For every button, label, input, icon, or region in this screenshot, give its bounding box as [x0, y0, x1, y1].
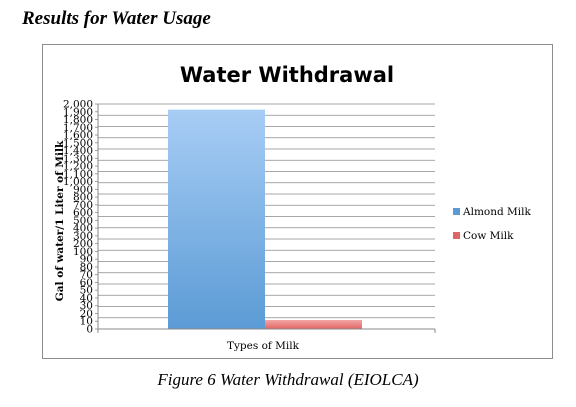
gridlines [98, 103, 435, 319]
y-tick-label: 400 [73, 223, 93, 235]
y-tick-label: 50 [80, 285, 93, 297]
y-tick-label: 1,700 [63, 122, 93, 134]
figure-caption: Figure 6 Water Withdrawal (EIOLCA) [157, 370, 419, 389]
y-tick-label: 1,900 [63, 106, 93, 118]
bar-cow-milk [265, 320, 362, 329]
y-tick-label: 1,000 [63, 176, 93, 188]
x-axis-label: Types of Milk [227, 340, 300, 352]
y-tick-label: 300 [73, 230, 93, 242]
bar-almond-milk [168, 109, 265, 329]
legend-swatch [453, 232, 460, 239]
y-tick-label: 500 [73, 215, 93, 227]
y-tick-label: 600 [73, 207, 93, 219]
y-tick-label: 1,500 [63, 137, 93, 149]
y-tick-label: 1,800 [63, 114, 93, 126]
y-tick-label: 100 [73, 246, 93, 258]
axes [97, 104, 436, 333]
section-heading: Results for Water Usage [22, 8, 211, 29]
legend-label: Almond Milk [462, 206, 532, 218]
bars [168, 109, 362, 329]
y-tick-label: 700 [73, 199, 93, 211]
y-axis-label: Gal of water/1 Liter of Milk [54, 140, 66, 301]
y-tick-label: 90 [80, 254, 93, 266]
y-tick-label: 0 [86, 324, 93, 336]
y-tick-label: 60 [80, 277, 93, 289]
chart-title: Water Withdrawal [180, 63, 394, 87]
y-tick-label: 40 [80, 292, 93, 304]
y-tick-label: 1,300 [63, 153, 93, 165]
y-tick-label: 900 [73, 184, 93, 196]
y-tick-label: 800 [73, 192, 93, 204]
y-tick-label: 70 [80, 269, 93, 281]
y-tick-label: 200 [73, 238, 93, 250]
y-tick-label: 2,000 [63, 99, 93, 111]
y-tick-label: 80 [80, 261, 93, 273]
y-tick-label: 10 [80, 316, 93, 328]
y-tick-label: 1,100 [63, 168, 93, 180]
y-tick-label: 1,600 [63, 130, 93, 142]
y-axis-ticks: 0102030405060708090100200300400500600700… [63, 99, 98, 336]
legend-swatch [453, 208, 460, 215]
y-tick-label: 1,400 [63, 145, 93, 157]
legend: Almond Milk Cow Milk [453, 206, 532, 242]
y-tick-label: 30 [80, 300, 93, 312]
y-tick-label: 1,200 [63, 161, 93, 173]
legend-label: Cow Milk [463, 230, 514, 242]
y-tick-label: 20 [80, 308, 93, 320]
